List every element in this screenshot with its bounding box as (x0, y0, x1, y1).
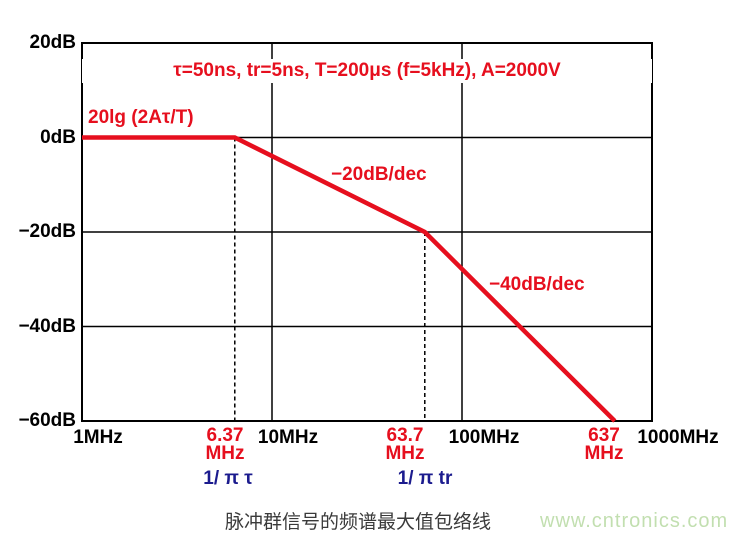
slope-20db-per-decade-label: −20dB/dec (331, 164, 427, 185)
signal-parameters-label: τ=50ns, tr=5ns, T=200μs (f=5kHz), A=2000… (82, 59, 652, 83)
x-tick-10mhz: 10MHz (257, 427, 319, 448)
breakpoint-freq-value: 637 (588, 425, 620, 446)
chart-caption: 脉冲群信号的频谱最大值包络线 (224, 512, 492, 533)
breakpoint-freq-unit: MHz (385, 443, 425, 464)
x-tick-1000mhz: 1000MHz (637, 427, 719, 448)
y-tick-minus20db: −20dB (18, 221, 76, 242)
y-tick-minus40db: −40dB (18, 316, 76, 337)
breakpoint-freq-value: 63.7 (386, 425, 424, 446)
y-tick-minus60db: −60dB (18, 410, 76, 431)
breakpoint-label-6-37mhz: 6.37 MHz (205, 425, 245, 464)
breakpoint-label-637mhz: 637 MHz (584, 425, 624, 464)
corner-formula-1-over-pi-tr: 1/ π tr (397, 468, 453, 489)
x-tick-1mhz: 1MHz (73, 427, 123, 448)
corner-formula-1-over-pi-tau: 1/ π τ (203, 468, 253, 489)
breakpoint-freq-unit: MHz (205, 443, 245, 464)
slope-40db-per-decade-label: −40dB/dec (489, 274, 585, 295)
breakpoint-freq-value: 6.37 (206, 425, 244, 446)
level-formula-label: 20lg (2Aτ/T) (88, 107, 194, 128)
y-tick-20db: 20dB (29, 32, 76, 53)
plot-border (81, 42, 653, 422)
y-tick-0db: 0dB (40, 127, 76, 148)
breakpoint-freq-unit: MHz (584, 443, 624, 464)
envelope-curve (82, 135, 617, 423)
breakpoint-label-63-7mhz: 63.7 MHz (385, 425, 425, 464)
x-tick-100mhz: 100MHz (448, 427, 520, 448)
watermark-text: www.cntronics.com (540, 510, 729, 532)
